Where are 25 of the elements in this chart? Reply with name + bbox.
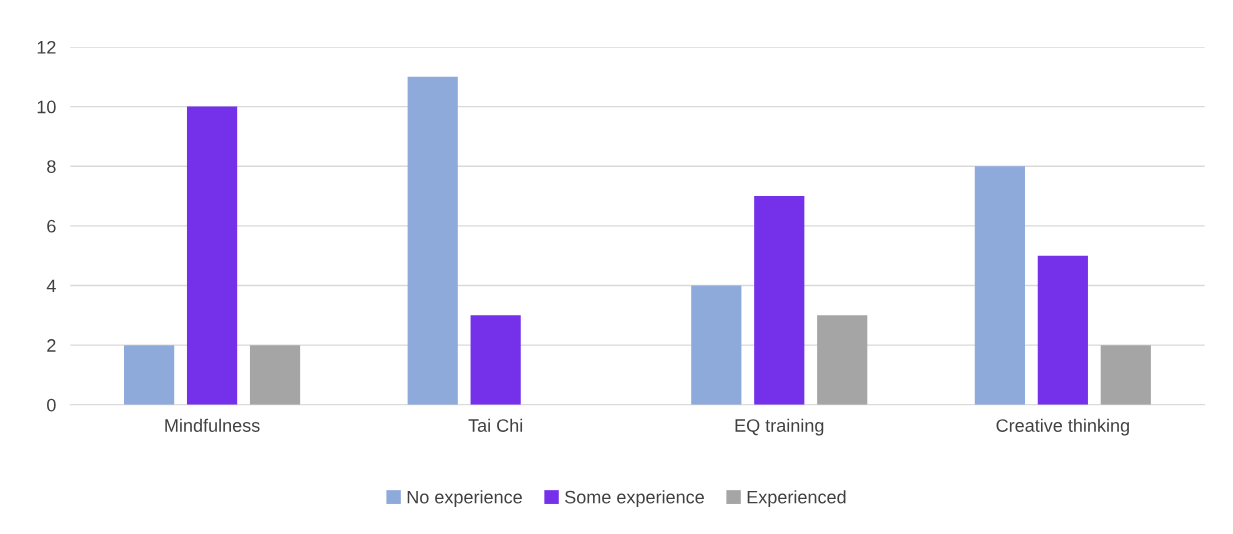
y-tick-label: 4 xyxy=(46,279,56,293)
y-tick-label: 12 xyxy=(37,40,56,54)
x-tick-label: Mindfulness xyxy=(165,418,260,432)
legend-label: Some experience xyxy=(565,490,704,508)
y-tick-label: 10 xyxy=(37,100,56,114)
bar xyxy=(124,345,175,405)
bar xyxy=(186,106,238,405)
legend-label: No experience xyxy=(407,490,522,508)
x-tick-label: Tai Chi xyxy=(468,418,523,432)
bar xyxy=(754,196,805,405)
legend-label: Experienced xyxy=(747,490,846,508)
x-tick-label: Creative thinking xyxy=(996,418,1129,436)
bar xyxy=(691,285,742,405)
bar xyxy=(817,315,868,405)
bar xyxy=(974,166,1025,405)
bar xyxy=(407,76,458,405)
bar xyxy=(1100,345,1151,405)
y-tick-label: 8 xyxy=(47,160,56,173)
y-tick-label: 0 xyxy=(47,398,56,412)
bar xyxy=(1037,255,1088,405)
y-tick-label: 6 xyxy=(47,219,56,233)
y-tick-label: 2 xyxy=(47,339,56,352)
bar xyxy=(249,345,301,405)
x-tick-label: EQ training xyxy=(735,418,824,436)
bar xyxy=(470,315,521,405)
